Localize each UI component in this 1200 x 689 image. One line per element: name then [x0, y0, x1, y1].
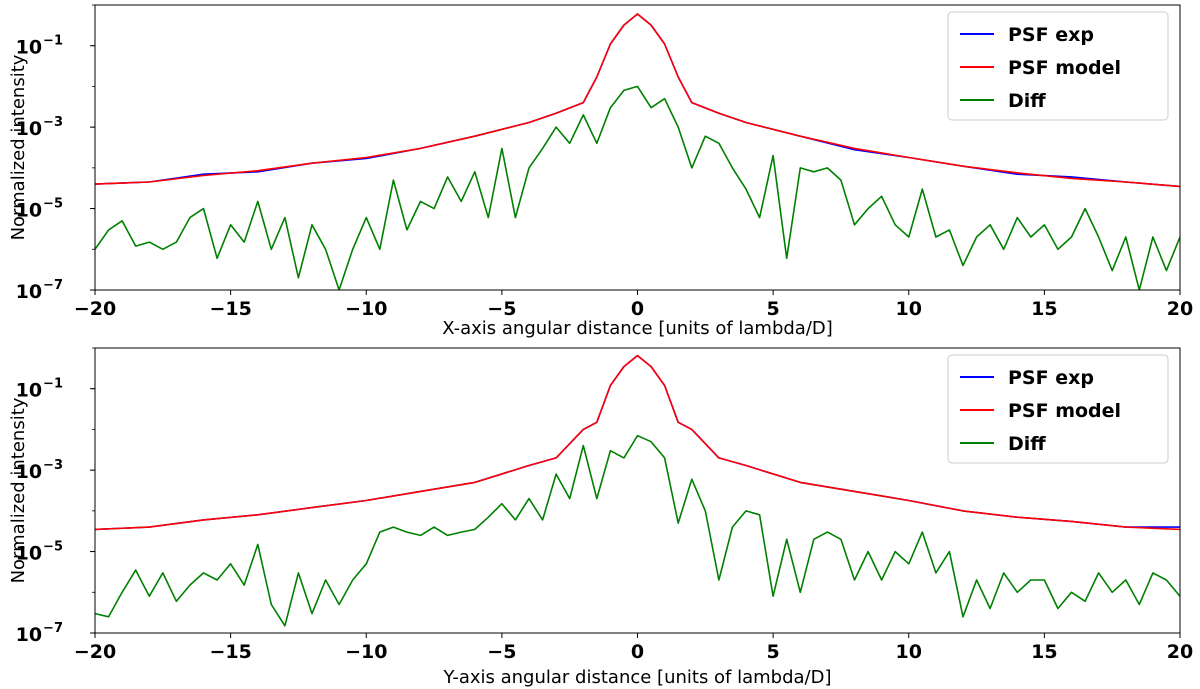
x-tick-label: −20	[74, 641, 116, 663]
x-tick-label: −20	[74, 298, 116, 320]
legend-label: PSF model	[1008, 57, 1121, 79]
legend: PSF exp PSF model Diff	[947, 354, 1169, 464]
x-tick-label: 15	[1031, 298, 1057, 320]
x-tick-label: 5	[767, 641, 780, 663]
x-tick-label: −5	[487, 298, 516, 320]
x-tick-label: 20	[1167, 298, 1193, 320]
legend-label: PSF model	[1008, 400, 1121, 422]
x-tick-label: 20	[1167, 641, 1193, 663]
series-line-diff	[95, 85, 1180, 290]
x-tick-label: −15	[209, 641, 251, 663]
legend-label: PSF exp	[1008, 24, 1094, 46]
legend-box	[947, 354, 1169, 464]
y-tick-label: 10−7	[16, 278, 63, 303]
chart-panel-2: −20 −15 −10 −5 0 5 10 15 2010−710−510−310−1Y-axi…	[8, 347, 1193, 688]
x-tick-label: 15	[1031, 641, 1057, 663]
x-tick-label: 10	[896, 641, 922, 663]
chart-panel-1: −20 −15 −10 −5 0 5 10 15 2010−710−510−310−1X-axi…	[8, 4, 1193, 339]
x-axis-label: X-axis angular distance [units of lambda…	[442, 318, 833, 339]
legend-label: PSF exp	[1008, 367, 1094, 389]
y-tick-label: 10−7	[16, 621, 63, 646]
x-tick-label: 0	[631, 298, 644, 320]
y-tick-label: 10−5	[16, 540, 63, 565]
x-tick-label: −10	[345, 298, 387, 320]
x-tick-label: 5	[767, 298, 780, 320]
legend-label: Diff	[1008, 433, 1046, 455]
x-tick-label: 0	[631, 641, 644, 663]
y-axis-label: Normalized intensity	[8, 54, 29, 240]
legend-box	[947, 11, 1169, 121]
legend: PSF exp PSF model Diff	[947, 11, 1169, 121]
x-tick-label: −15	[209, 298, 251, 320]
x-tick-label: 10	[896, 298, 922, 320]
x-axis-label: Y-axis angular distance [units of lambda…	[442, 667, 831, 688]
x-tick-label: −5	[487, 641, 516, 663]
series-line-psf-model	[95, 354, 1180, 531]
series-line-diff	[95, 434, 1180, 627]
series-line-psf-model	[95, 13, 1180, 188]
legend-label: Diff	[1008, 90, 1046, 112]
y-axis-label: Normalized intensity	[8, 397, 29, 583]
x-tick-label: −10	[345, 641, 387, 663]
y-tick-label: 10−3	[16, 115, 63, 140]
